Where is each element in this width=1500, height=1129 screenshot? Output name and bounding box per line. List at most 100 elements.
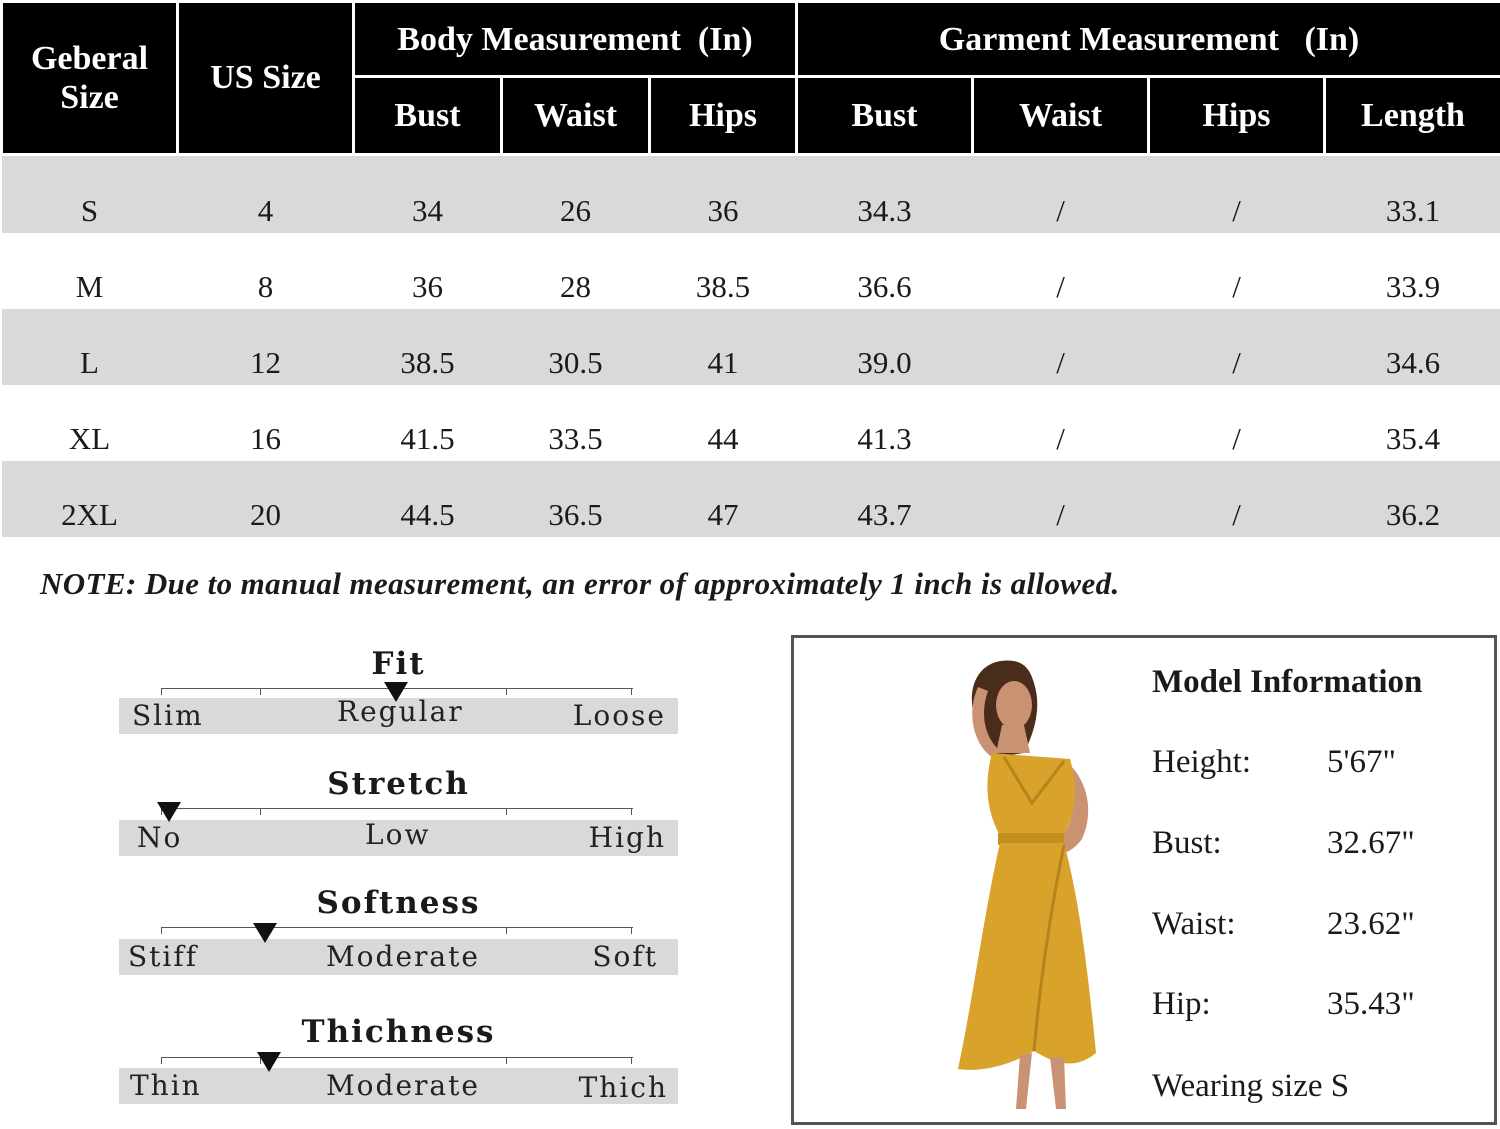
cell-garment-hips: / <box>1148 460 1325 537</box>
table-row: XL 16 41.5 33.5 44 41.3 / / 35.4 <box>1 384 1500 461</box>
scale-line <box>161 927 633 934</box>
cell-body-hips: 47 <box>649 460 797 537</box>
scale-tick <box>506 1058 507 1064</box>
scale-stretch: Stretch No Low High <box>119 766 678 860</box>
cell-body-hips: 36 <box>649 154 797 233</box>
cell-body-waist: 26 <box>501 154 650 233</box>
scale-title: Stretch <box>327 766 470 802</box>
size-chart-table: Geberal Size US Size Body Measurement (I… <box>0 0 1500 537</box>
scale-label-high: Thich <box>578 1071 668 1104</box>
model-value-hip: 35.43" <box>1327 986 1415 1022</box>
model-value-height: 5'67" <box>1327 744 1396 780</box>
scale-label-low: Thin <box>130 1069 202 1102</box>
cell-body-waist: 30.5 <box>501 308 650 385</box>
measurement-note: NOTE: Due to manual measurement, an erro… <box>40 566 1120 601</box>
model-label-bust: Bust: <box>1152 825 1222 861</box>
model-wearing-size: Wearing size S <box>1152 1068 1350 1104</box>
cell-garment-length: 36.2 <box>1324 460 1500 537</box>
model-value-waist: 23.62" <box>1327 906 1415 942</box>
cell-garment-hips: / <box>1148 308 1325 385</box>
cell-garment-bust: 36.6 <box>796 232 973 309</box>
cell-body-waist: 28 <box>501 232 650 309</box>
scale-tick <box>631 928 632 934</box>
cell-general-size: L <box>1 308 178 385</box>
cell-garment-length: 35.4 <box>1324 384 1500 461</box>
cell-us-size: 8 <box>177 232 354 309</box>
scale-tick <box>260 809 261 815</box>
model-label-hip: Hip: <box>1152 986 1211 1022</box>
scale-label-low: Slim <box>132 699 204 732</box>
header-body-measurement: Body Measurement (In) <box>352 0 798 79</box>
cell-garment-waist: / <box>972 384 1149 461</box>
cell-garment-bust: 34.3 <box>796 154 973 233</box>
scale-tick <box>631 1058 632 1064</box>
scale-tick <box>506 689 507 695</box>
cell-body-bust: 44.5 <box>353 460 502 537</box>
table-row: 2XL 20 44.5 36.5 47 43.7 / / 36.2 <box>1 460 1500 537</box>
scale-tick <box>506 928 507 934</box>
model-info-title: Model Information <box>1152 664 1423 700</box>
cell-garment-waist: / <box>972 154 1149 233</box>
cell-body-bust: 36 <box>353 232 502 309</box>
model-value-bust: 32.67" <box>1327 825 1415 861</box>
cell-general-size: M <box>1 232 178 309</box>
cell-garment-hips: / <box>1148 384 1325 461</box>
scale-label-mid: Moderate <box>326 940 480 973</box>
cell-general-size: XL <box>1 384 178 461</box>
model-photo <box>958 660 1096 1109</box>
scale-marker-icon <box>253 923 277 943</box>
scale-label-high: Loose <box>572 699 666 732</box>
cell-garment-waist: / <box>972 232 1149 309</box>
table-row: S 4 34 26 36 34.3 / / 33.1 <box>1 154 1500 233</box>
table-row: L 12 38.5 30.5 41 39.0 / / 34.6 <box>1 308 1500 385</box>
scale-title: Softness <box>316 885 481 921</box>
scale-bar: Slim Regular Loose <box>119 695 678 734</box>
scale-label-low: No <box>137 821 183 854</box>
header-body-waist: Waist <box>500 75 651 156</box>
cell-garment-length: 33.9 <box>1324 232 1500 309</box>
cell-garment-bust: 41.3 <box>796 384 973 461</box>
header-garment-hips: Hips <box>1147 75 1326 156</box>
header-garment-bust: Bust <box>795 75 974 156</box>
cell-body-bust: 38.5 <box>353 308 502 385</box>
scale-label-mid: Low <box>365 818 431 851</box>
scale-label-high: Soft <box>592 940 658 973</box>
cell-garment-hips: / <box>1148 154 1325 233</box>
scale-bar: No Low High <box>119 818 678 856</box>
cell-body-hips: 44 <box>649 384 797 461</box>
cell-us-size: 4 <box>177 154 354 233</box>
scale-tick <box>260 689 261 695</box>
header-us-size: US Size <box>176 0 355 156</box>
cell-body-waist: 36.5 <box>501 460 650 537</box>
cell-us-size: 12 <box>177 308 354 385</box>
scale-label-mid: Moderate <box>326 1069 480 1102</box>
header-garment-waist: Waist <box>971 75 1150 156</box>
model-label-waist: Waist: <box>1152 906 1236 942</box>
cell-us-size: 20 <box>177 460 354 537</box>
scale-title: Thichness <box>301 1014 496 1050</box>
scale-fit: Fit Slim Regular Loose <box>119 646 678 736</box>
cell-garment-waist: / <box>972 460 1149 537</box>
scale-tick <box>631 809 632 815</box>
cell-garment-bust: 39.0 <box>796 308 973 385</box>
cell-garment-length: 34.6 <box>1324 308 1500 385</box>
cell-body-bust: 34 <box>353 154 502 233</box>
cell-body-hips: 38.5 <box>649 232 797 309</box>
cell-us-size: 16 <box>177 384 354 461</box>
scale-tick <box>161 1058 162 1064</box>
scale-marker-icon <box>157 802 181 822</box>
cell-body-bust: 41.5 <box>353 384 502 461</box>
scale-label-low: Stiff <box>128 940 199 973</box>
cell-garment-length: 33.1 <box>1324 154 1500 233</box>
header-general-size: Geberal Size <box>0 0 179 156</box>
cell-general-size: S <box>1 154 178 233</box>
header-garment-measurement: Garment Measurement (In) <box>794 0 1500 79</box>
scale-label-high: High <box>588 821 666 854</box>
scale-tick <box>161 689 162 695</box>
scale-marker-icon <box>257 1052 281 1072</box>
scale-thickness: Thichness Thin Moderate Thich <box>119 1014 678 1106</box>
scale-tick <box>506 809 507 815</box>
scale-line <box>161 808 633 815</box>
cell-garment-waist: / <box>972 308 1149 385</box>
cell-garment-bust: 43.7 <box>796 460 973 537</box>
